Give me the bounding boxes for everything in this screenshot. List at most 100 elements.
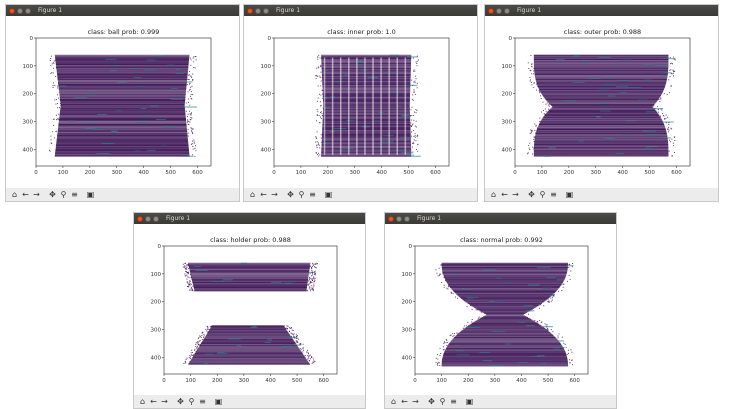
maximize-window-button[interactable] (504, 7, 510, 14)
maximize-window-button[interactable] (153, 215, 159, 222)
plot-area[interactable]: class: ball prob: 0.999 0 100 200 300 400 500 6… (6, 16, 239, 186)
y-tick-label: 300 (151, 327, 162, 333)
window-titlebar[interactable]: Figure 1 (134, 213, 365, 224)
pan-icon[interactable]: ✥ (49, 189, 56, 199)
plot-area[interactable]: class: outer prob: 0.988 0 100 200 300 400 500… (485, 16, 718, 186)
x-tick-label: 200 (85, 170, 96, 176)
toolbar-separator (43, 190, 46, 200)
spectrogram-plot[interactable]: class: inner prob: 1.0 0 100 200 300 400 500 60… (244, 16, 478, 186)
minimize-window-button[interactable] (17, 7, 23, 14)
save-icon[interactable]: ▣ (565, 189, 574, 199)
y-tick-label: 100 (151, 272, 162, 278)
forward-icon[interactable]: → (512, 189, 519, 199)
y-tick-label: 300 (261, 119, 272, 125)
window-titlebar[interactable]: Figure 1 (385, 213, 616, 224)
spectrogram-plot[interactable]: class: normal prob: 0.992 0 100 200 300 400 50… (385, 224, 617, 394)
x-tick-label: 600 (318, 378, 329, 384)
x-tick-label: 300 (112, 170, 123, 176)
spectrogram-plot[interactable]: class: holder prob: 0.988 0 100 200 300 400 50… (134, 224, 366, 394)
x-tick-label: 100 (185, 378, 196, 384)
zoom-icon[interactable]: ⚲ (60, 189, 67, 199)
configure-subplots-icon[interactable]: ≡ (71, 189, 78, 199)
close-window-button[interactable] (9, 7, 15, 14)
zoom-icon[interactable]: ⚲ (439, 396, 446, 406)
zoom-icon[interactable]: ⚲ (539, 189, 546, 199)
window-titlebar[interactable]: Figure 1 (6, 5, 239, 16)
configure-subplots-icon[interactable]: ≡ (550, 189, 557, 199)
minimize-window-button[interactable] (496, 7, 502, 14)
spectrogram-plot[interactable]: class: outer prob: 0.988 0 100 200 300 400 500… (485, 16, 719, 186)
minimize-window-button[interactable] (396, 215, 402, 222)
close-window-button[interactable] (137, 215, 143, 222)
back-icon[interactable]: ← (150, 396, 157, 406)
zoom-icon[interactable]: ⚲ (298, 189, 305, 199)
back-icon[interactable]: ← (22, 189, 29, 199)
home-icon[interactable]: ⌂ (490, 189, 497, 199)
configure-subplots-icon[interactable]: ≡ (309, 189, 316, 199)
maximize-window-button[interactable] (263, 7, 269, 14)
close-window-button[interactable] (488, 7, 494, 14)
figure-window-ball[interactable]: Figure 1 class: ball prob: 0.999 0 100 200 3… (5, 4, 240, 202)
spectrogram-plot[interactable]: class: ball prob: 0.999 0 100 200 300 400 500 6… (6, 16, 240, 186)
x-tick-label: 300 (591, 170, 602, 176)
pan-icon[interactable]: ✥ (177, 396, 184, 406)
home-icon[interactable]: ⌂ (139, 396, 146, 406)
configure-subplots-icon[interactable]: ≡ (450, 396, 457, 406)
y-tick-label: 400 (23, 147, 34, 153)
y-tick-label: 0 (268, 36, 272, 42)
x-tick-label: 500 (644, 170, 655, 176)
window-title: Figure 1 (517, 7, 542, 14)
zoom-icon[interactable]: ⚲ (188, 396, 195, 406)
figure-window-outer[interactable]: Figure 1 class: outer prob: 0.988 0 100 200… (484, 4, 719, 202)
y-tick-label: 100 (261, 64, 272, 70)
save-icon[interactable]: ▣ (214, 396, 223, 406)
spectrogram-image (315, 54, 421, 157)
figure-window-normal[interactable]: Figure 1 class: normal prob: 0.992 0 100 20… (384, 212, 617, 409)
forward-icon[interactable]: → (412, 396, 419, 406)
window-titlebar[interactable]: Figure 1 (485, 5, 718, 16)
x-tick-label: 500 (403, 170, 414, 176)
save-icon[interactable]: ▣ (465, 396, 474, 406)
back-icon[interactable]: ← (501, 189, 508, 199)
figure-window-inner[interactable]: Figure 1 class: inner prob: 1.0 0 100 200 30… (243, 4, 478, 202)
home-icon[interactable]: ⌂ (11, 189, 18, 199)
forward-icon[interactable]: → (33, 189, 40, 199)
maximize-window-button[interactable] (404, 215, 410, 222)
pan-icon[interactable]: ✥ (528, 189, 535, 199)
maximize-window-button[interactable] (25, 7, 31, 14)
save-icon[interactable]: ▣ (86, 189, 95, 199)
forward-icon[interactable]: → (271, 189, 278, 199)
configure-subplots-icon[interactable]: ≡ (199, 396, 206, 406)
minimize-window-button[interactable] (255, 7, 261, 14)
x-tick-label: 200 (463, 378, 474, 384)
pan-icon[interactable]: ✥ (428, 396, 435, 406)
x-tick-label: 200 (323, 170, 334, 176)
spectrogram-image (48, 54, 197, 158)
back-icon[interactable]: ← (401, 396, 408, 406)
x-tick-label: 500 (165, 170, 176, 176)
figure-window-holder[interactable]: Figure 1 class: holder prob: 0.988 0 100 20… (133, 212, 366, 409)
y-tick-label: 400 (261, 147, 272, 153)
x-tick-label: 600 (430, 170, 441, 176)
toolbar-separator (422, 397, 425, 407)
toolbar-separator (209, 397, 212, 407)
navigation-toolbar: ⌂ ← → ✥ ⚲ ≡ ▣ (6, 188, 239, 201)
x-tick-label: 500 (292, 378, 303, 384)
window-title: Figure 1 (166, 215, 191, 222)
home-icon[interactable]: ⌂ (249, 189, 256, 199)
forward-icon[interactable]: → (161, 396, 168, 406)
plot-area[interactable]: class: holder prob: 0.988 0 100 200 300 400 50… (134, 224, 365, 394)
y-tick-label: 0 (409, 244, 413, 250)
minimize-window-button[interactable] (145, 215, 151, 222)
close-window-button[interactable] (388, 215, 394, 222)
save-icon[interactable]: ▣ (324, 189, 333, 199)
pan-icon[interactable]: ✥ (287, 189, 294, 199)
plot-area[interactable]: class: normal prob: 0.992 0 100 200 300 400 50… (385, 224, 616, 394)
home-icon[interactable]: ⌂ (390, 396, 397, 406)
back-icon[interactable]: ← (260, 189, 267, 199)
navigation-toolbar: ⌂ ← → ✥ ⚲ ≡ ▣ (385, 395, 616, 408)
plot-area[interactable]: class: inner prob: 1.0 0 100 200 300 400 500 60… (244, 16, 477, 186)
y-tick-label: 100 (23, 64, 34, 70)
window-titlebar[interactable]: Figure 1 (244, 5, 477, 16)
close-window-button[interactable] (247, 7, 253, 14)
